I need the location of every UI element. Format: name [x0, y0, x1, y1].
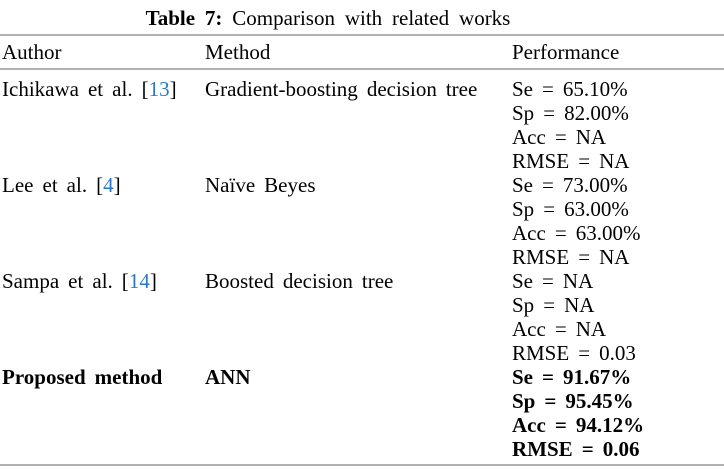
table-row-proposed-method: Proposed method ANN Se = 91.67% Sp = 95.… [0, 365, 724, 461]
performance-line: RMSE = NA [512, 245, 630, 269]
performance-cell: Se = 91.67% Sp = 95.45% Acc = 94.12% RMS… [512, 365, 724, 461]
author-text: Ichikawa et al. [ [2, 77, 149, 101]
performance-line: Se = 91.67% [512, 365, 632, 389]
author-cell: Proposed method [2, 365, 205, 389]
performance-line: Se = 73.00% [512, 173, 628, 197]
performance-line: Acc = NA [512, 125, 607, 149]
table-row: Lee et al. [4] Naïve Beyes Se = 73.00% S… [0, 173, 724, 269]
table-row: Sampa et al. [14] Boosted decision tree … [0, 269, 724, 365]
table-top-rule [0, 34, 724, 36]
performance-cell: Se = 73.00% Sp = 63.00% Acc = 63.00% RMS… [512, 173, 724, 269]
caption-label: Table 7: [145, 6, 223, 30]
author-cell: Ichikawa et al. [13] [2, 77, 205, 101]
performance-cell: Se = 65.10% Sp = 82.00% Acc = NA RMSE = … [512, 77, 724, 173]
table-header-row: Author Method Performance [0, 36, 724, 68]
performance-line: Se = 65.10% [512, 77, 628, 101]
performance-line: Acc = 63.00% [512, 221, 641, 245]
table-row: Ichikawa et al. [13] Gradient-boosting d… [0, 77, 724, 173]
performance-line: Sp = NA [512, 293, 595, 317]
author-cell: Sampa et al. [14] [2, 269, 205, 293]
citation-link[interactable]: 4 [103, 173, 114, 197]
performance-line: RMSE = NA [512, 149, 630, 173]
performance-line: RMSE = 0.03 [512, 341, 636, 365]
column-header-performance: Performance [512, 40, 620, 64]
author-text: Sampa et al. [ [2, 269, 129, 293]
caption-text: Comparison with related works [232, 6, 511, 30]
performance-line: Sp = 82.00% [512, 101, 629, 125]
performance-line: Sp = 95.45% [512, 389, 634, 413]
table-bottom-rule [0, 464, 724, 466]
performance-line: RMSE = 0.06 [512, 437, 640, 461]
author-cell: Lee et al. [4] [2, 173, 205, 197]
performance-line: Sp = 63.00% [512, 197, 629, 221]
citation-link[interactable]: 13 [148, 77, 170, 101]
method-cell: Naïve Beyes [205, 173, 316, 197]
author-text: Lee et al. [ [2, 173, 104, 197]
column-header-author: Author [2, 40, 62, 64]
author-text: Proposed method [2, 365, 163, 389]
method-cell: ANN [205, 365, 251, 389]
method-cell: Gradient-boosting decision tree [205, 77, 478, 101]
performance-cell: Se = NA Sp = NA Acc = NA RMSE = 0.03 [512, 269, 724, 365]
performance-line: Acc = NA [512, 317, 607, 341]
author-text: ] [113, 173, 121, 197]
author-text: ] [149, 269, 157, 293]
method-cell: Boosted decision tree [205, 269, 394, 293]
author-text: ] [169, 77, 177, 101]
performance-line: Acc = 94.12% [512, 413, 645, 437]
citation-link[interactable]: 14 [128, 269, 150, 293]
table-caption: Table 7: Comparison with related works [0, 5, 690, 31]
table-body: Ichikawa et al. [13] Gradient-boosting d… [0, 70, 724, 461]
column-header-method: Method [205, 40, 271, 64]
performance-line: Se = NA [512, 269, 594, 293]
table-header-rule [0, 68, 724, 70]
